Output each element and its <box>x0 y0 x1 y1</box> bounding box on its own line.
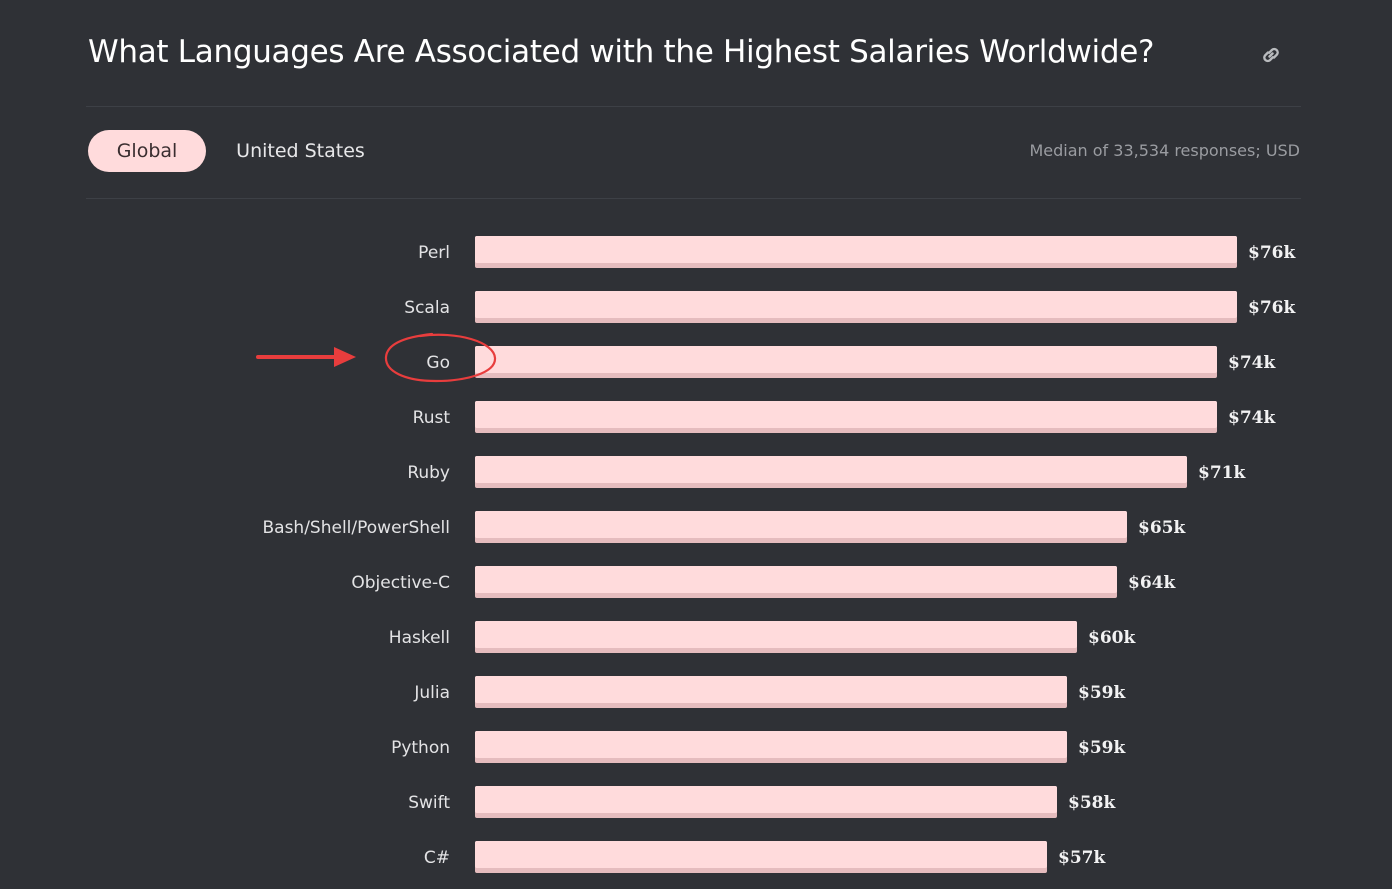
bar-julia <box>475 676 1067 703</box>
value-label-scala: $76k <box>1248 298 1296 318</box>
bar-objective-c <box>475 566 1117 593</box>
bar-rust <box>475 401 1217 428</box>
value-label-objective-c: $64k <box>1128 573 1176 593</box>
value-label-c: $57k <box>1058 848 1106 868</box>
category-label-python: Python <box>391 738 450 758</box>
bar-perl <box>475 236 1237 263</box>
category-label-rust: Rust <box>413 408 451 428</box>
responses-note: Median of 33,534 responses; USD <box>1029 141 1300 160</box>
value-label-ruby: $71k <box>1198 463 1246 483</box>
category-label-swift: Swift <box>408 793 450 813</box>
value-label-bash-shell-powershell: $65k <box>1138 518 1186 538</box>
link-icon[interactable] <box>1258 42 1284 68</box>
category-label-perl: Perl <box>418 243 450 263</box>
category-label-bash-shell-powershell: Bash/Shell/PowerShell <box>262 518 450 538</box>
value-label-python: $59k <box>1078 738 1126 758</box>
category-label-ruby: Ruby <box>407 463 450 483</box>
bar-go <box>475 346 1217 373</box>
value-label-perl: $76k <box>1248 243 1296 263</box>
value-label-haskell: $60k <box>1088 628 1136 648</box>
tab-global[interactable]: Global <box>88 130 206 172</box>
value-label-rust: $74k <box>1228 408 1276 428</box>
category-label-c: C# <box>424 848 450 868</box>
tab-united-states[interactable]: United States <box>236 140 365 162</box>
bar-swift <box>475 786 1057 813</box>
category-label-haskell: Haskell <box>389 628 450 648</box>
category-label-go: Go <box>426 353 450 373</box>
category-label-objective-c: Objective-C <box>351 573 450 593</box>
tabs-divider <box>86 198 1301 199</box>
bar-python <box>475 731 1067 758</box>
value-label-julia: $59k <box>1078 683 1126 703</box>
bar-scala <box>475 291 1237 318</box>
header-divider <box>86 106 1301 107</box>
bar-c <box>475 841 1047 868</box>
bar-haskell <box>475 621 1077 648</box>
category-label-scala: Scala <box>404 298 450 318</box>
bar-ruby <box>475 456 1187 483</box>
value-label-swift: $58k <box>1068 793 1116 813</box>
value-label-go: $74k <box>1228 353 1276 373</box>
bar-bash-shell-powershell <box>475 511 1127 538</box>
category-label-julia: Julia <box>413 683 450 703</box>
page-title: What Languages Are Associated with the H… <box>88 34 1155 70</box>
